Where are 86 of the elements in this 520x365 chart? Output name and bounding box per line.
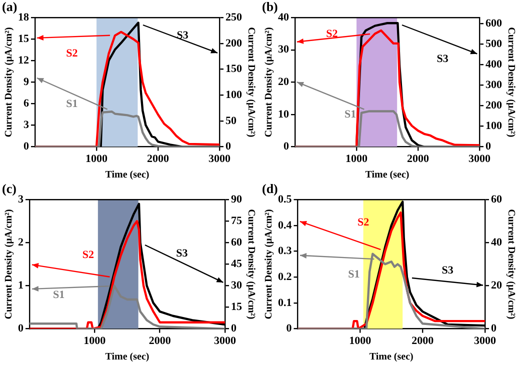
- y-tick-label: 10: [278, 108, 290, 120]
- text: S2: [66, 48, 78, 60]
- y2-tick-label: 100: [486, 120, 502, 132]
- x-axis-title: Time (sec): [105, 170, 150, 181]
- y-tick-label: 9: [24, 76, 30, 88]
- y2-tick-label: 50: [226, 114, 237, 127]
- y-axis-title: Current Density (μA/cm²): [264, 27, 275, 138]
- x-tick-label: 1000: [349, 335, 372, 348]
- y-tick-label: 12: [18, 54, 30, 67]
- chart-title: (c): [2, 181, 16, 196]
- y-tick-label: 40: [278, 11, 290, 24]
- legend-label: S2: [326, 28, 338, 40]
- text: S3: [436, 52, 449, 65]
- y-tick-label: 0: [18, 322, 24, 335]
- y-tick-label: 0: [24, 140, 30, 153]
- x-tick-label: 1000: [84, 335, 106, 348]
- x-tick-label: 3000: [208, 153, 231, 166]
- y-tick-label: 0: [286, 322, 292, 335]
- series-label: S1: [344, 108, 356, 120]
- y2-tick-label: 100: [226, 88, 242, 101]
- y2-tick-label: 45: [231, 258, 242, 270]
- y-tick-label: 0: [284, 140, 290, 153]
- y2-tick-label: 150: [226, 63, 242, 76]
- x-tick-label: 1000: [86, 153, 108, 166]
- y2-axis-title: Current Density (μA/cm²): [245, 209, 256, 320]
- y2-tick-label: 60: [231, 236, 242, 249]
- y-tick-label: 1: [18, 280, 24, 292]
- y2-tick-label: 200: [226, 37, 242, 50]
- y-tick-label: 18: [18, 11, 30, 24]
- text: S1: [66, 98, 78, 110]
- y-tick-label: 0.1: [278, 296, 292, 309]
- y-tick-label: 0.4: [278, 219, 292, 232]
- y-tick-label: 30: [278, 44, 290, 56]
- y2-tick-label: 60: [491, 193, 502, 206]
- x-tick-label: 1000: [346, 153, 368, 166]
- y-tick-label: 6: [24, 98, 30, 110]
- y-tick-label: 0.3: [278, 245, 292, 258]
- y2-tick-label: 300: [486, 79, 502, 92]
- y2-tick-label: 20: [491, 280, 502, 292]
- y2-tick-label: 0: [491, 322, 497, 335]
- series-label: S2: [357, 216, 370, 229]
- y2-tick-label: 0: [486, 140, 492, 153]
- x-tick-label: 2000: [412, 335, 434, 348]
- y-tick-label: 3: [18, 193, 24, 206]
- chart-title: (a): [2, 0, 18, 14]
- y-tick-label: 2: [18, 236, 24, 249]
- y2-tick-label: 250: [226, 11, 242, 24]
- x-tick-label: 2000: [407, 153, 430, 166]
- y-tick-label: 0.2: [278, 270, 292, 283]
- y2-tick-label: 75: [231, 214, 242, 227]
- x-tick-label: 2000: [148, 335, 172, 348]
- y2-tick-label: 600: [486, 18, 502, 30]
- x-axis-title: Time (sec): [365, 170, 410, 181]
- series-label: S1: [348, 268, 360, 280]
- y-axis-title: Current Density (μA/cm²): [264, 209, 275, 320]
- chart-title: (d): [262, 181, 278, 196]
- y-axis-title: Current Density (μA/cm²): [4, 27, 15, 138]
- y2-tick-label: 40: [491, 236, 502, 249]
- y-axis-title: Current Density (μA/cm²): [4, 209, 15, 320]
- chart-title: (b): [262, 0, 278, 14]
- x-tick-label: 3000: [474, 335, 496, 348]
- legend-label: S1: [53, 289, 65, 302]
- y2-tick-label: 0: [231, 322, 237, 335]
- y2-tick-label: 400: [486, 58, 502, 71]
- y-tick-label: 3: [24, 119, 30, 132]
- y-tick-label: 15: [18, 32, 30, 45]
- y-tick-label: 20: [278, 76, 290, 88]
- y2-axis-title: Current Density (μA/cm²): [505, 27, 516, 138]
- x-tick-label: 2000: [147, 153, 170, 166]
- y-tick-label: 0.5: [278, 193, 292, 206]
- text: S3: [176, 248, 188, 260]
- y2-tick-label: 500: [486, 38, 502, 50]
- y2-axis-title: Current Density (μA/cm²): [505, 209, 516, 320]
- y2-tick-label: 200: [486, 100, 502, 112]
- y2-axis-title: Current Density (μA/cm²): [245, 27, 256, 138]
- y2-tick-label: 0: [226, 140, 232, 153]
- y2-tick-label: 90: [231, 193, 242, 206]
- x-axis-title: Time (sec): [105, 352, 150, 363]
- x-axis-title: Time (sec): [369, 352, 414, 363]
- text: S3: [442, 264, 454, 277]
- x-tick-label: 3000: [214, 335, 236, 348]
- text: S3: [176, 30, 189, 42]
- y2-tick-label: 15: [231, 301, 242, 314]
- text: S2: [82, 249, 94, 261]
- y2-tick-label: 30: [231, 280, 242, 292]
- x-tick-label: 3000: [468, 153, 491, 166]
